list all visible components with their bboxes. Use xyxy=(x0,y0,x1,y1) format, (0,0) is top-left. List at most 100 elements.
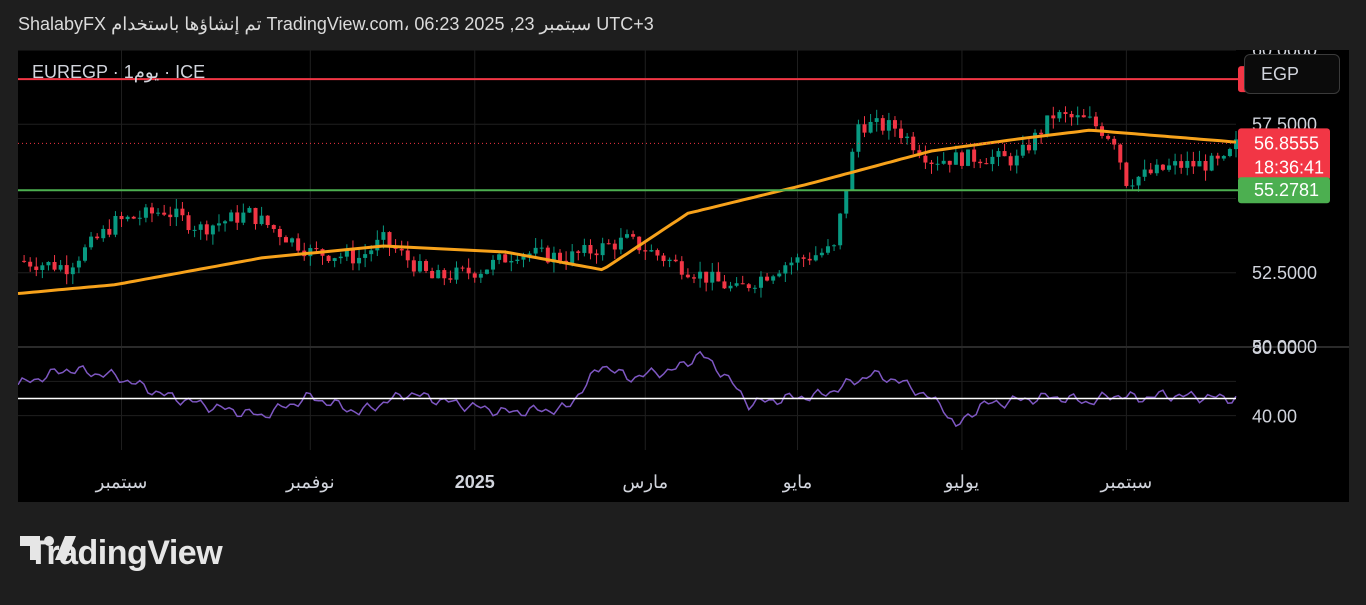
candle-body[interactable] xyxy=(460,267,465,269)
candle-body[interactable] xyxy=(1197,160,1202,167)
candle-body[interactable] xyxy=(813,255,818,261)
candle-body[interactable] xyxy=(1081,115,1086,118)
candle-body[interactable] xyxy=(332,258,337,262)
candle-body[interactable] xyxy=(235,212,240,223)
candle-body[interactable] xyxy=(558,252,563,261)
candle-body[interactable] xyxy=(685,274,690,278)
candle-body[interactable] xyxy=(1173,161,1178,166)
candle-body[interactable] xyxy=(216,223,221,226)
candle-body[interactable] xyxy=(22,260,27,262)
candle-body[interactable] xyxy=(442,270,447,279)
candle-body[interactable] xyxy=(789,262,794,266)
candle-body[interactable] xyxy=(844,190,849,214)
candle-body[interactable] xyxy=(959,152,964,166)
candle-body[interactable] xyxy=(1185,160,1190,168)
candle-body[interactable] xyxy=(612,243,617,250)
candle-body[interactable] xyxy=(935,163,940,165)
candle-body[interactable] xyxy=(740,283,745,285)
candle-body[interactable] xyxy=(198,224,203,230)
candle-body[interactable] xyxy=(1142,169,1147,177)
candle-body[interactable] xyxy=(411,260,416,272)
candle-body[interactable] xyxy=(387,232,392,246)
candle-body[interactable] xyxy=(241,212,246,223)
symbol-legend[interactable]: EUREGP · 1يوم · ICE xyxy=(32,62,206,82)
candle-body[interactable] xyxy=(95,236,100,239)
candle-body[interactable] xyxy=(1154,164,1159,174)
candle-body[interactable] xyxy=(174,208,179,218)
candle-body[interactable] xyxy=(673,259,678,262)
candle-body[interactable] xyxy=(1075,115,1080,118)
candle-body[interactable] xyxy=(149,207,154,214)
candle-body[interactable] xyxy=(1203,160,1208,171)
candle-body[interactable] xyxy=(746,284,751,289)
candle-body[interactable] xyxy=(795,257,800,263)
candle-body[interactable] xyxy=(880,118,885,131)
candle-body[interactable] xyxy=(314,248,319,250)
candle-body[interactable] xyxy=(76,260,81,268)
candle-body[interactable] xyxy=(923,155,928,163)
candle-body[interactable] xyxy=(430,270,435,279)
candle-body[interactable] xyxy=(168,214,173,218)
candle-body[interactable] xyxy=(113,215,118,235)
rsi-line[interactable] xyxy=(18,350,1237,428)
candle-body[interactable] xyxy=(509,261,514,263)
moving-average-line[interactable] xyxy=(18,128,1237,295)
candle-body[interactable] xyxy=(1039,132,1044,135)
candle-body[interactable] xyxy=(984,163,989,165)
candle-body[interactable] xyxy=(436,270,441,279)
candle-body[interactable] xyxy=(89,236,94,248)
candle-body[interactable] xyxy=(1209,155,1214,171)
candle-body[interactable] xyxy=(265,215,270,226)
candle-body[interactable] xyxy=(752,287,757,289)
candle-body[interactable] xyxy=(34,266,39,270)
candle-body[interactable] xyxy=(46,262,51,266)
candle-body[interactable] xyxy=(466,267,471,274)
candle-body[interactable] xyxy=(551,252,556,263)
candle-body[interactable] xyxy=(990,156,995,165)
candle-body[interactable] xyxy=(521,255,526,260)
candle-body[interactable] xyxy=(247,207,252,213)
candle-body[interactable] xyxy=(497,254,502,260)
tradingview-logo[interactable]: TradingView xyxy=(20,534,223,573)
candle-body[interactable] xyxy=(58,265,63,270)
candle-body[interactable] xyxy=(381,232,386,240)
candle-body[interactable] xyxy=(82,247,87,261)
candle-body[interactable] xyxy=(253,207,258,225)
candle-body[interactable] xyxy=(862,124,867,133)
candle-body[interactable] xyxy=(1112,138,1117,145)
candle-body[interactable] xyxy=(350,249,355,264)
candle-body[interactable] xyxy=(180,208,185,216)
candle-body[interactable] xyxy=(1008,156,1013,166)
candle-body[interactable] xyxy=(941,160,946,164)
candle-body[interactable] xyxy=(758,276,763,288)
candle-body[interactable] xyxy=(892,120,897,129)
candle-body[interactable] xyxy=(832,245,837,247)
candle-body[interactable] xyxy=(1160,164,1165,170)
candle-body[interactable] xyxy=(698,271,703,279)
candle-body[interactable] xyxy=(277,228,282,238)
candle-body[interactable] xyxy=(631,234,636,237)
candle-body[interactable] xyxy=(771,276,776,281)
candle-body[interactable] xyxy=(606,243,611,245)
candle-body[interactable] xyxy=(271,225,276,229)
candle-body[interactable] xyxy=(399,248,404,251)
candle-body[interactable] xyxy=(1026,144,1031,151)
candle-body[interactable] xyxy=(204,224,209,235)
candle-body[interactable] xyxy=(801,257,806,259)
candle-body[interactable] xyxy=(478,273,483,278)
candle-body[interactable] xyxy=(716,271,721,282)
candle-body[interactable] xyxy=(484,269,489,274)
candle-body[interactable] xyxy=(1002,151,1007,157)
candle-body[interactable] xyxy=(783,265,788,274)
candle-body[interactable] xyxy=(143,207,148,218)
candle-body[interactable] xyxy=(1020,144,1025,156)
candle-body[interactable] xyxy=(527,253,532,256)
candle-body[interactable] xyxy=(283,237,288,243)
candle-body[interactable] xyxy=(1051,115,1056,119)
candle-body[interactable] xyxy=(972,149,977,162)
chart-canvas[interactable]: 50.000052.500057.500060.000040.0080.0059… xyxy=(18,50,1349,502)
candle-body[interactable] xyxy=(1130,185,1135,187)
candle-body[interactable] xyxy=(728,285,733,289)
candle-body[interactable] xyxy=(1167,165,1172,170)
candle-body[interactable] xyxy=(405,250,410,261)
